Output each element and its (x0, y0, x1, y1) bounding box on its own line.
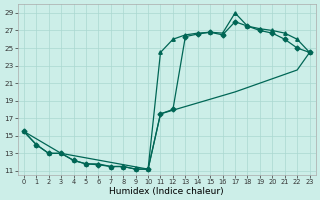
X-axis label: Humidex (Indice chaleur): Humidex (Indice chaleur) (109, 187, 224, 196)
